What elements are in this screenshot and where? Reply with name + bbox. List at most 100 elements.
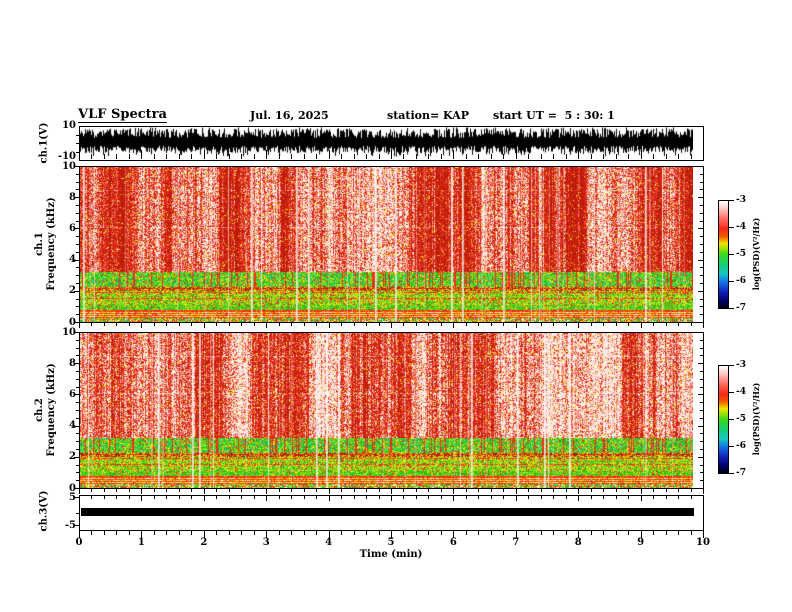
tick-mark — [603, 489, 604, 492]
tick-mark — [700, 418, 703, 419]
tick-mark — [428, 154, 429, 159]
tick-mark — [700, 441, 703, 442]
tick-mark — [428, 496, 429, 499]
tick-mark — [204, 531, 205, 538]
spec1-channel-label: ch.1 — [34, 232, 45, 256]
tick-mark — [266, 531, 267, 538]
colorbar-1-label: log(PSD)(V²/Hz) — [751, 217, 761, 291]
tick-mark — [700, 189, 703, 190]
tick-mark — [354, 489, 355, 492]
tick-mark — [291, 323, 292, 326]
panel-ch1-waveform — [79, 126, 704, 161]
tick-mark — [578, 150, 579, 159]
tick-mark — [700, 433, 703, 434]
tick-mark — [616, 496, 617, 499]
colorbar-1-tick-label: -6 — [736, 276, 746, 286]
tick-mark — [154, 323, 155, 326]
tick-mark — [291, 531, 292, 535]
spec1-ytick-label: 4 — [69, 254, 76, 266]
tick-mark — [76, 174, 79, 175]
tick-mark — [204, 496, 205, 501]
tick-mark — [729, 254, 734, 255]
tick-mark — [76, 182, 79, 183]
tick-mark — [74, 457, 79, 458]
tick-mark — [428, 489, 429, 492]
tick-mark — [466, 496, 467, 499]
tick-mark — [700, 213, 703, 214]
tick-mark — [703, 323, 704, 328]
tick-mark — [691, 531, 692, 535]
tick-mark — [141, 531, 142, 538]
spec2-frequency-label: Frequency (kHz) — [46, 363, 57, 457]
tick-mark — [266, 489, 267, 494]
tick-mark — [391, 323, 392, 328]
tick-mark — [279, 496, 280, 499]
tick-mark — [416, 496, 417, 499]
tick-mark — [216, 489, 217, 492]
tick-mark — [316, 154, 317, 159]
tick-mark — [166, 496, 167, 499]
tick-mark — [79, 531, 80, 538]
tick-mark — [700, 449, 703, 450]
ch1-spectrogram-canvas — [80, 167, 693, 322]
tick-mark — [653, 489, 654, 492]
tick-mark — [678, 154, 679, 159]
tick-mark — [428, 323, 429, 326]
tick-mark — [241, 323, 242, 326]
tick-mark — [241, 496, 242, 499]
spec1-axis-label: ch.1 Frequency (kHz) — [34, 197, 58, 290]
ch3-flat-trace — [81, 508, 694, 516]
tick-mark — [116, 489, 117, 492]
tick-mark — [703, 496, 704, 501]
tick-mark — [76, 236, 79, 237]
colorbar-1-tick-label: -5 — [736, 249, 746, 259]
tick-mark — [254, 531, 255, 535]
tick-mark — [366, 154, 367, 159]
tick-mark — [74, 197, 79, 198]
tick-mark — [591, 489, 592, 492]
tick-mark — [304, 531, 305, 535]
tick-mark — [254, 496, 255, 499]
tick-mark — [76, 387, 79, 388]
tick-mark — [441, 323, 442, 326]
tick-mark — [453, 323, 454, 328]
tick-mark — [528, 531, 529, 535]
tick-mark — [379, 489, 380, 492]
tick-mark — [516, 150, 517, 159]
tick-mark — [698, 322, 703, 323]
tick-mark — [541, 496, 542, 499]
tick-mark — [379, 531, 380, 535]
spec1-ytick-label: 0 — [69, 316, 76, 328]
tick-mark — [698, 228, 703, 229]
tick-mark — [76, 205, 79, 206]
tick-mark — [553, 323, 554, 326]
colorbar-2-tick-label: -3 — [736, 360, 746, 370]
tick-mark — [179, 489, 180, 492]
tick-mark — [141, 489, 142, 494]
colorbar-1-tick-label: -3 — [736, 195, 746, 205]
tick-mark — [304, 154, 305, 159]
time-tick-label: 5 — [387, 537, 395, 548]
tick-mark — [491, 489, 492, 492]
tick-mark — [304, 323, 305, 326]
tick-mark — [553, 496, 554, 499]
tick-mark — [641, 323, 642, 328]
tick-mark — [74, 260, 79, 261]
tick-mark — [491, 154, 492, 159]
tick-mark — [466, 154, 467, 159]
tick-mark — [354, 154, 355, 159]
tick-mark — [216, 531, 217, 535]
tick-mark — [391, 150, 392, 159]
tick-mark — [653, 496, 654, 499]
tick-mark — [566, 496, 567, 499]
tick-mark — [229, 531, 230, 535]
tick-mark — [354, 531, 355, 535]
colorbar-2-tick-label: -5 — [736, 414, 746, 424]
tick-mark — [700, 355, 703, 356]
tick-mark — [666, 496, 667, 499]
tick-mark — [266, 496, 267, 501]
tick-mark — [76, 314, 79, 315]
tick-mark — [379, 496, 380, 499]
tick-mark — [700, 371, 703, 372]
tick-mark — [76, 472, 79, 473]
